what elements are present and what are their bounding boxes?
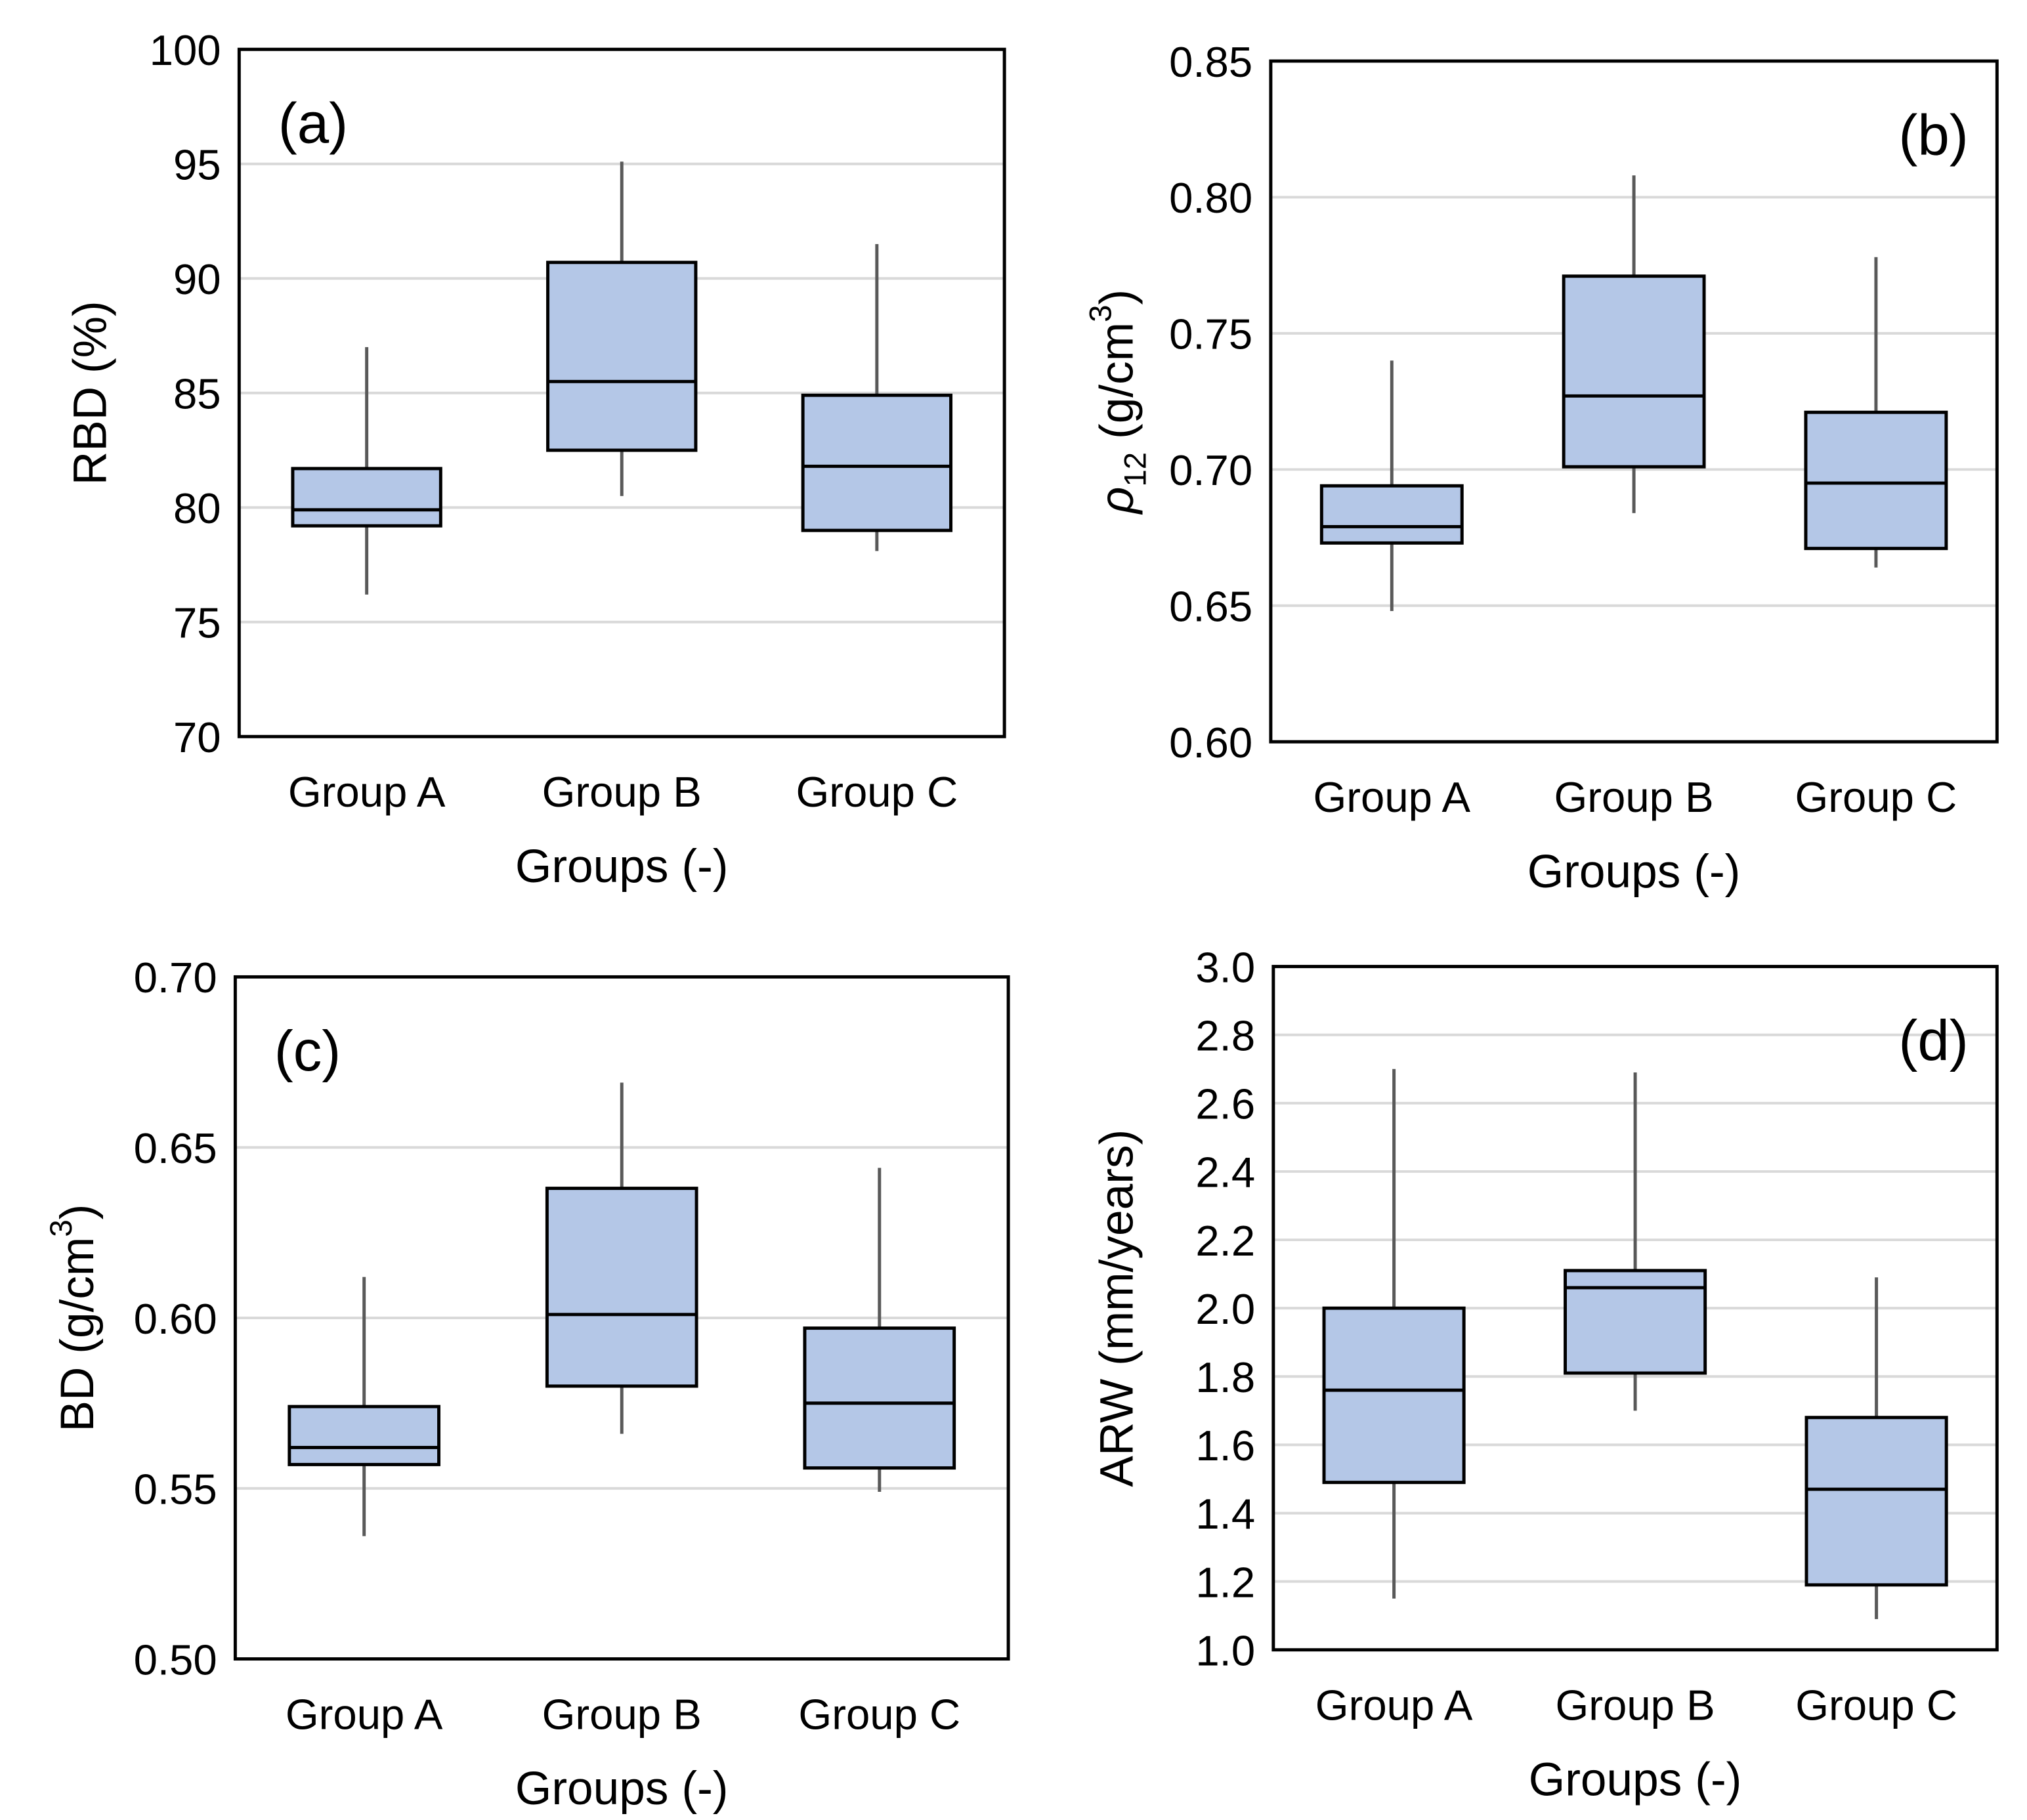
y-axis-title-part: ARW (mm/years) [1090,1130,1143,1487]
panel-label: (c) [274,1019,341,1083]
y-tick-label: 0.55 [134,1466,217,1513]
plot-frame [1271,965,1999,1652]
y-tick-label: 1.6 [1195,1422,1255,1470]
x-tick-label: Group A [1315,1682,1473,1729]
y-axis-title-part: 3 [1083,305,1118,322]
y-tick-label: 85 [173,370,221,417]
y-tick-label: 90 [173,255,221,303]
y-tick-label: 0.80 [1169,174,1252,222]
x-tick-label: Group C [798,1690,960,1738]
y-axis-title-part: (g/cm [1090,322,1143,452]
y-tick-label: 2.0 [1195,1285,1255,1333]
y-tick-label: 0.50 [134,1636,217,1683]
y-tick-label: 0.60 [134,1295,217,1343]
box [1564,1269,1707,1375]
box [1804,410,1948,551]
x-tick-label: Group B [542,1690,702,1738]
y-axis-title-part: ) [1090,289,1143,305]
panel-label: (a) [278,92,348,156]
y-tick-label: 1.0 [1195,1626,1255,1674]
box [803,1326,956,1470]
y-tick-label: 70 [173,713,221,761]
x-tick-label: Group B [1556,1682,1715,1729]
plot-frame [233,975,1010,1661]
y-axis-title-part: 12 [1118,452,1153,487]
x-axis-title: Groups (-) [515,1762,729,1815]
y-axis-title-part: ρ [1090,487,1143,515]
x-tick-label: Group B [1554,773,1714,821]
box [1804,1416,1948,1587]
panel-label: (d) [1898,1009,1968,1072]
panel: 70 75 80 85 90 95 100 Group A Group B Group C (a) G… [64,26,1006,893]
plot-frame [237,47,1006,738]
x-tick-label: Group A [288,768,446,816]
panel-label: (b) [1898,104,1968,167]
box [1319,484,1464,545]
x-tick-label: Group B [542,768,702,816]
panel: 1.0 1.2 1.4 1.6 1.8 2.0 2.2 2.4 2.6 2.8 3.0 Group A… [1090,943,1999,1806]
box [1322,1306,1466,1485]
box [288,1405,440,1466]
x-tick-label: Group A [286,1690,443,1738]
x-axis-title: Groups (-) [1529,1753,1742,1806]
y-tick-label: 0.65 [134,1124,217,1172]
y-tick-label: 0.70 [1169,446,1252,494]
y-tick-label: 0.85 [1169,38,1252,86]
box [801,393,953,532]
panel: 0.60 0.65 0.70 0.75 0.80 0.85 Group A Group B Gr… [1083,38,1999,898]
box [291,467,442,528]
panel: 0.50 0.55 0.60 0.65 0.70 Group A Group B Group … [44,954,1010,1815]
x-tick-label: Group C [1795,773,1957,821]
y-tick-label: 1.8 [1195,1353,1255,1401]
y-tick-label: 0.70 [134,954,217,1002]
y-axis-title: RBD (%) [64,301,116,485]
y-tick-label: 95 [173,140,221,188]
y-tick-label: 2.6 [1195,1080,1255,1128]
box [1562,274,1706,469]
y-axis-title: ARW (mm/years) [1090,1130,1143,1487]
plot-frame [1269,59,1999,744]
y-axis-title-part: 3 [44,1219,79,1237]
x-tick-label: Group C [796,768,958,816]
y-tick-label: 1.4 [1195,1490,1255,1538]
x-tick-label: Group C [1795,1682,1957,1729]
x-axis-title: Groups (-) [515,840,729,893]
y-tick-label: 2.4 [1195,1149,1255,1196]
y-tick-label: 0.65 [1169,583,1252,631]
y-tick-label: 100 [150,26,221,74]
y-tick-label: 0.60 [1169,719,1252,767]
y-tick-label: 2.2 [1195,1217,1255,1265]
y-tick-label: 1.2 [1195,1558,1255,1606]
y-tick-label: 80 [173,484,221,532]
x-tick-label: Group A [1313,773,1471,821]
x-axis-title: Groups (-) [1527,845,1741,898]
y-tick-label: 75 [173,599,221,647]
y-tick-label: 3.0 [1195,943,1255,991]
y-tick-label: 0.75 [1169,310,1252,358]
box [545,1187,698,1388]
y-tick-label: 2.8 [1195,1011,1255,1059]
box [546,261,698,452]
y-axis-title-part: RBD (%) [64,301,116,485]
y-axis-title-part: ) [51,1204,104,1219]
y-axis-title-part: BD (g/cm [51,1237,104,1432]
y-axis-title: ρ12 (g/cm3) [1083,289,1153,515]
y-axis-title: BD (g/cm3) [44,1204,104,1431]
